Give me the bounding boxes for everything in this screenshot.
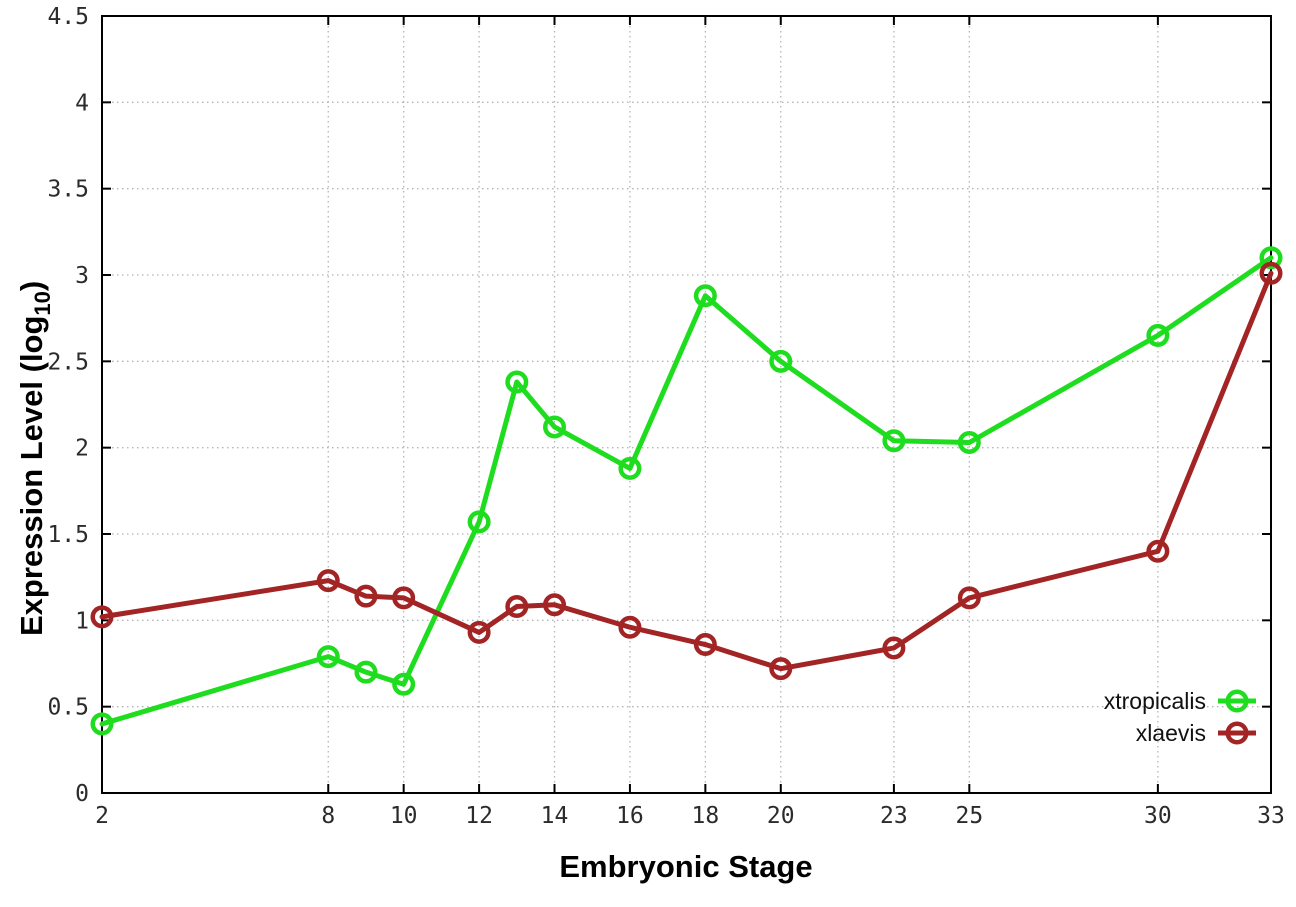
series-line-xtropicalis — [99, 255, 1274, 727]
y-tick-label: 4 — [75, 90, 89, 116]
x-tick-label: 30 — [1144, 803, 1172, 829]
data-point-xlaevis-stage-16 — [618, 615, 642, 639]
y-axis-title-subscript: 10 — [30, 291, 55, 315]
y-tick-label: 3.5 — [47, 177, 89, 203]
data-point-xlaevis-stage-25 — [957, 586, 981, 610]
plot-frame — [101, 15, 1272, 794]
x-axis-title: Embryonic Stage — [559, 849, 812, 884]
data-point-xtropicalis-stage-18 — [693, 284, 717, 308]
legend-sample-marker-xlaevis — [1225, 721, 1249, 745]
x-tick-label: 10 — [390, 803, 418, 829]
data-point-xtropicalis-stage-33 — [1259, 246, 1283, 270]
legend-item-xtropicalis: xtropicalis — [1104, 688, 1256, 714]
data-point-xlaevis-stage-33 — [1259, 261, 1283, 285]
legend-sample-marker-xtropicalis — [1225, 689, 1249, 713]
x-tick-label: 12 — [465, 803, 493, 829]
y-axis-title: Expression Level (log10) — [14, 281, 55, 636]
legend: xtropicalis xlaevis — [1104, 688, 1256, 746]
data-point-xtropicalis-stage-10 — [392, 672, 416, 696]
data-point-xlaevis-stage-18 — [693, 633, 717, 657]
y-tick-label: 2 — [75, 436, 89, 462]
legend-label-xtropicalis: xtropicalis — [1104, 688, 1206, 714]
y-tick-label: 4.5 — [47, 4, 89, 30]
x-tick-label: 16 — [616, 803, 644, 829]
y-tick-label: 1.5 — [47, 522, 89, 548]
data-point-xtropicalis-stage-13 — [505, 370, 529, 394]
tick-layer — [101, 15, 1272, 794]
y-tick-label: 0 — [75, 781, 89, 807]
legend-item-xlaevis: xlaevis — [1136, 720, 1256, 746]
data-point-xlaevis-stage-13 — [505, 595, 529, 619]
x-tick-label: 33 — [1257, 803, 1285, 829]
data-point-xlaevis-stage-30 — [1146, 539, 1170, 563]
y-tick-label: 0.5 — [47, 695, 89, 721]
tick-label-layer: 2 8 10 12 14 16 18 20 23 25 30 33 0 0.5 1 1.5 2 2.5 3 3.5 4 4… — [47, 4, 1284, 829]
x-tick-label: 14 — [541, 803, 569, 829]
x-tick-label: 23 — [880, 803, 908, 829]
data-point-xlaevis-stage-2 — [90, 605, 114, 629]
data-point-xtropicalis-stage-30 — [1146, 323, 1170, 347]
data-point-xtropicalis-stage-2 — [90, 712, 114, 736]
y-tick-label: 3 — [75, 263, 89, 289]
legend-label-xlaevis: xlaevis — [1136, 720, 1206, 746]
data-point-xtropicalis-stage-20 — [769, 349, 793, 373]
data-point-xtropicalis-stage-23 — [882, 429, 906, 453]
series-layer — [90, 246, 1283, 736]
data-point-xtropicalis-stage-9 — [354, 660, 378, 684]
data-point-xlaevis-stage-8 — [316, 569, 340, 593]
x-tick-label: 8 — [321, 803, 335, 829]
x-tick-label: 20 — [767, 803, 795, 829]
data-point-xlaevis-stage-20 — [769, 657, 793, 681]
grid-layer — [102, 16, 1271, 793]
data-point-xlaevis-stage-9 — [354, 584, 378, 608]
data-point-xlaevis-stage-23 — [882, 636, 906, 660]
data-point-xlaevis-stage-12 — [467, 620, 491, 644]
data-point-xtropicalis-stage-12 — [467, 510, 491, 534]
y-tick-label: 2.5 — [47, 349, 89, 375]
data-point-xlaevis-stage-10 — [392, 586, 416, 610]
data-point-xtropicalis-stage-14 — [543, 415, 567, 439]
x-tick-label: 2 — [95, 803, 109, 829]
data-point-xtropicalis-stage-16 — [618, 456, 642, 480]
y-axis-title-main: Expression Level (log — [14, 316, 49, 636]
data-point-xtropicalis-stage-25 — [957, 430, 981, 454]
y-axis-title-end: ) — [14, 281, 49, 291]
y-tick-label: 1 — [75, 608, 89, 634]
series-line-xlaevis — [99, 270, 1274, 672]
data-point-xtropicalis-stage-8 — [316, 645, 340, 669]
x-tick-label: 18 — [692, 803, 720, 829]
data-point-xlaevis-stage-14 — [543, 593, 567, 617]
x-tick-label: 25 — [955, 803, 983, 829]
